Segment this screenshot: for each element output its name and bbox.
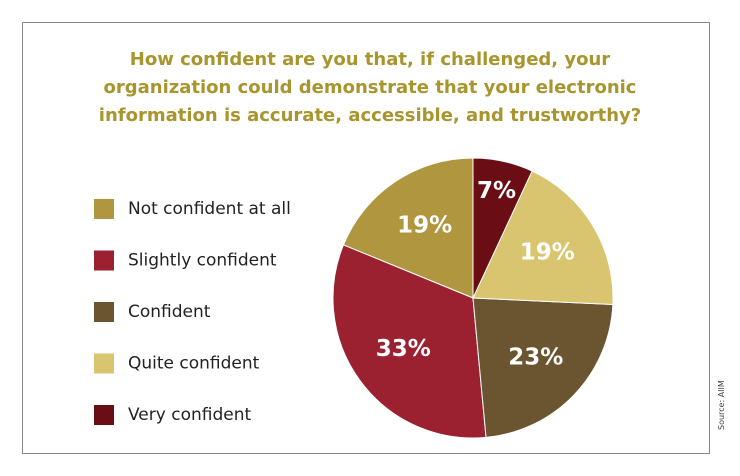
legend-label: Slightly confident — [128, 251, 277, 271]
data-label: 19% — [397, 212, 452, 238]
pie-slice — [472, 170, 614, 306]
legend-label: Quite confident — [128, 354, 260, 374]
data-label: 7% — [477, 178, 516, 204]
legend-swatch — [94, 199, 114, 219]
legend-label: Very confident — [128, 405, 251, 425]
pie-slice — [472, 157, 533, 299]
legend-swatch — [94, 353, 114, 374]
pie-slice — [332, 244, 487, 439]
legend-label: Confident — [128, 302, 211, 322]
pie-slice — [342, 157, 474, 299]
chart-title: How confident are you that, if challenge… — [98, 49, 642, 126]
source-note: Source: AIIM — [717, 380, 726, 430]
pie-slice — [472, 297, 614, 438]
legend-label: Not confident at all — [128, 199, 291, 219]
legend-swatch — [94, 405, 114, 425]
data-label: 23% — [508, 344, 563, 370]
data-label: 33% — [376, 336, 431, 362]
legend-swatch — [94, 250, 114, 271]
data-label: 19% — [520, 240, 575, 266]
frame — [22, 22, 710, 454]
legend-swatch — [94, 302, 114, 322]
